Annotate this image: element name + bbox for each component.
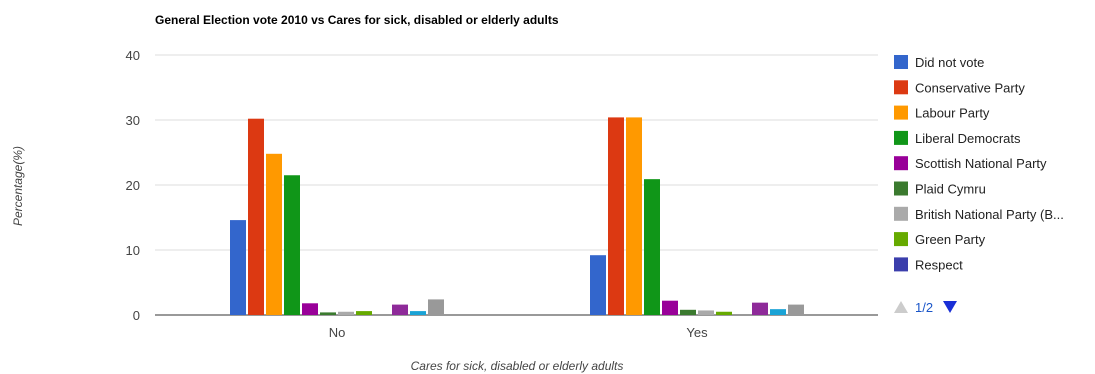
- legend-label: Labour Party: [915, 106, 990, 121]
- bar: [662, 300, 678, 315]
- legend: Did not vote Conservative Party Labour Par…: [894, 55, 1064, 272]
- bar: [284, 175, 300, 315]
- bar: [698, 310, 714, 315]
- bar: [788, 304, 804, 315]
- legend-pager: 1/2: [894, 300, 957, 315]
- legend-swatch: [894, 80, 908, 95]
- bar: [230, 220, 246, 315]
- legend-label: Did not vote: [915, 55, 984, 70]
- y-axis-label: Percentage(%): [11, 146, 25, 226]
- x-tick-label: Yes: [686, 325, 708, 340]
- bar: [248, 118, 264, 315]
- legend-swatch: [894, 156, 908, 171]
- x-tick-label: No: [329, 325, 346, 340]
- bar: [266, 153, 282, 315]
- legend-label: Plaid Cymru: [915, 182, 986, 197]
- legend-swatch: [894, 105, 908, 120]
- legend-label: Liberal Democrats: [915, 131, 1021, 146]
- bar: [716, 311, 732, 315]
- legend-swatch: [894, 257, 908, 272]
- y-tick-label: 10: [126, 243, 140, 258]
- legend-label: Scottish National Party: [915, 156, 1047, 171]
- triangle-up-icon[interactable]: [894, 301, 908, 313]
- bar: [644, 179, 660, 315]
- bar: [608, 117, 624, 316]
- x-axis-ticks: No Yes: [329, 325, 708, 340]
- legend-label: Respect: [915, 257, 963, 272]
- bar: [752, 302, 768, 315]
- legend-label: British National Party (B...: [915, 207, 1064, 222]
- legend-label: Conservative Party: [915, 80, 1025, 95]
- y-tick-label: 20: [126, 178, 140, 193]
- y-tick-label: 0: [133, 308, 140, 323]
- triangle-down-icon[interactable]: [943, 301, 957, 313]
- bar: [680, 309, 696, 315]
- chart-title: General Election vote 2010 vs Cares for …: [155, 13, 559, 27]
- bar: [410, 311, 426, 315]
- bar: [626, 117, 642, 316]
- bar: [338, 311, 354, 315]
- bar: [356, 311, 372, 315]
- legend-label: Green Party: [915, 232, 986, 247]
- bars: [230, 117, 804, 316]
- legend-swatch: [894, 130, 908, 145]
- bar: [428, 299, 444, 315]
- bar: [770, 309, 786, 315]
- bar: [302, 303, 318, 315]
- bar: [320, 312, 336, 315]
- legend-swatch: [894, 55, 908, 69]
- legend-swatch: [894, 232, 908, 247]
- bar: [392, 304, 408, 315]
- y-tick-label: 40: [126, 48, 140, 63]
- y-axis-ticks: 0 10 20 30 40: [126, 48, 140, 323]
- y-tick-label: 30: [126, 113, 140, 128]
- bar: [590, 255, 606, 315]
- legend-swatch: [894, 181, 908, 196]
- x-axis-label: Cares for sick, disabled or elderly adul…: [411, 359, 624, 373]
- pager-label: 1/2: [915, 300, 933, 315]
- legend-swatch: [894, 206, 908, 221]
